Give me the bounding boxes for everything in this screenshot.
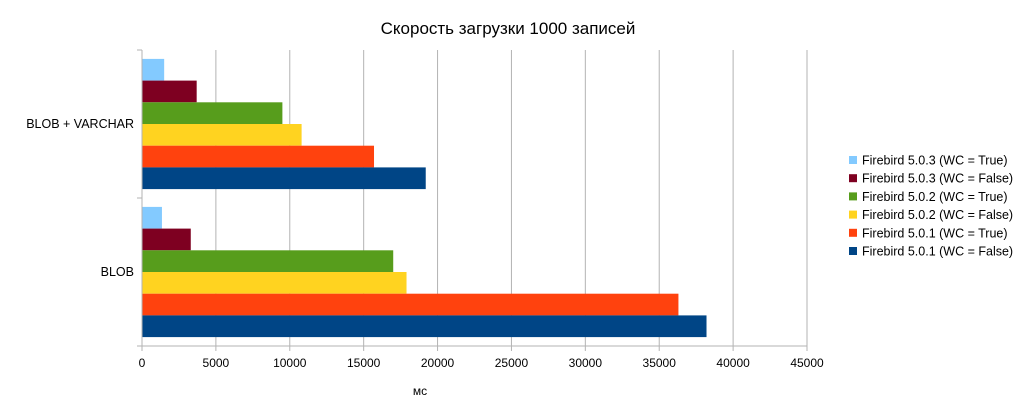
legend-label: Firebird 5.0.1 (WC = True) — [862, 226, 1008, 240]
x-tick-label: 25000 — [495, 356, 529, 370]
legend-swatch — [849, 210, 857, 219]
legend-label: Firebird 5.0.1 (WC = False) — [862, 245, 1013, 259]
x-tick-label: 35000 — [643, 356, 677, 370]
bar — [142, 228, 191, 251]
bars — [142, 58, 707, 338]
x-tick-label: 45000 — [790, 356, 824, 370]
x-tick-label: 10000 — [273, 356, 307, 370]
x-tick-label: 0 — [139, 356, 146, 370]
legend-swatch — [849, 174, 857, 183]
grid-lines — [215, 50, 808, 346]
legend-swatch — [849, 192, 857, 201]
bar — [142, 102, 283, 124]
bar — [142, 145, 375, 168]
legend-swatch — [849, 228, 857, 237]
x-tick-label: 5000 — [203, 356, 230, 370]
bar — [142, 58, 165, 81]
category-label: BLOB — [101, 265, 134, 279]
legend-swatch — [849, 247, 857, 255]
x-tick-label: 20000 — [421, 356, 455, 370]
bar — [142, 206, 162, 229]
x-axis-label: мс — [413, 384, 427, 398]
x-tick-label: 15000 — [347, 356, 381, 370]
legend-label: Firebird 5.0.2 (WC = False) — [862, 208, 1013, 222]
x-tick-label: 40000 — [716, 356, 750, 370]
bar — [142, 250, 394, 272]
legend-label: Firebird 5.0.3 (WC = False) — [862, 172, 1013, 186]
x-tick-label: 30000 — [569, 356, 603, 370]
category-label: BLOB + VARCHAR — [26, 117, 134, 131]
category-labels: BLOB + VARCHAR BLOB — [26, 117, 134, 279]
legend-label: Firebird 5.0.3 (WC = True) — [862, 154, 1008, 168]
bar — [142, 272, 407, 294]
chart-title: Скорость загрузки 1000 записей — [381, 19, 636, 38]
legend: Firebird 5.0.3 (WC = True) Firebird 5.0.3… — [849, 154, 1013, 259]
axes — [137, 49, 808, 351]
legend-label: Firebird 5.0.2 (WC = True) — [862, 190, 1008, 204]
bar — [142, 293, 679, 316]
legend-swatch — [849, 156, 857, 164]
bar — [142, 124, 302, 146]
bar — [142, 315, 707, 338]
bar — [142, 167, 426, 190]
x-tick-labels: 0 5000 10000 15000 20000 25000 30000 35000 40000… — [139, 356, 824, 370]
bar — [142, 80, 197, 103]
